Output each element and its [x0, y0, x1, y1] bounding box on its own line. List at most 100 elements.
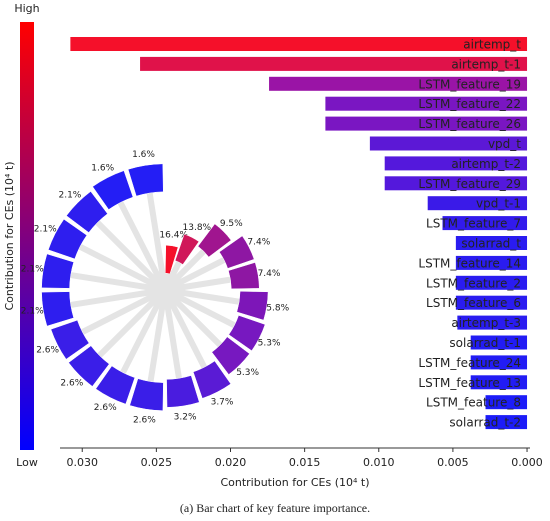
bar-label: LSTM_feature_19 [418, 77, 521, 91]
spoke [78, 243, 167, 293]
bar [325, 116, 528, 131]
x-tick-label: 0.020 [215, 456, 247, 469]
bar [384, 156, 528, 171]
polar-label: 2.6% [133, 416, 156, 426]
polar-label: 13.8% [183, 223, 212, 233]
bar [269, 76, 528, 91]
x-tick-label: 0.025 [141, 456, 173, 469]
spoke [70, 272, 166, 293]
polar-label: 2.6% [94, 403, 117, 413]
polar-bar [47, 218, 88, 260]
bar [70, 37, 528, 51]
bar-label: LSTM_feature_26 [418, 117, 521, 131]
bar-label: airtemp_t [463, 38, 521, 52]
bar-label: airtemp_t-1 [451, 57, 521, 71]
bar [369, 136, 528, 151]
bar [455, 255, 528, 270]
spoke [162, 287, 223, 348]
bar-label: solarrad_t-2 [449, 416, 521, 430]
bar-label: LSTM_feature_13 [418, 376, 521, 390]
caption: (a) Bar chart of key feature importance. [180, 501, 370, 515]
spoke [146, 192, 168, 291]
bar [485, 415, 528, 430]
spoke [120, 288, 168, 374]
spoke [95, 220, 168, 293]
polar-bar [95, 365, 136, 405]
bar [455, 275, 528, 290]
bar-label: airtemp_t-3 [451, 316, 521, 330]
colorbar-high: High [14, 2, 39, 15]
spoke [163, 287, 236, 329]
polar-bar [41, 291, 75, 327]
bar [455, 236, 528, 250]
bar-label: LSTM_feature_2 [426, 276, 521, 290]
polar-bar [165, 244, 179, 275]
bar-label: LSTM_feature_29 [418, 177, 521, 191]
bar [455, 295, 528, 310]
bar [470, 335, 528, 350]
spoke [97, 287, 168, 358]
polar-bar [41, 253, 75, 289]
x-axis-label: Contribution for CEs (10⁴ t) [220, 476, 369, 489]
bar-label: airtemp_t-2 [451, 157, 521, 171]
polar-label: 1.6% [91, 163, 114, 173]
polar-label: 2.1% [21, 264, 44, 274]
polar-label: 5.8% [266, 303, 289, 313]
spoke [163, 257, 226, 293]
polar-bar [197, 223, 232, 258]
polar-bar [92, 170, 134, 210]
bar-label: LSTM_feature_7 [426, 217, 521, 231]
bar [442, 216, 528, 231]
bar-label: LSTM_feature_6 [426, 296, 521, 310]
polar-label: 3.7% [211, 397, 234, 407]
bar-label: solarrad_t [461, 237, 521, 251]
polar-label: 2.1% [21, 307, 44, 317]
bar [485, 395, 528, 410]
bar [470, 355, 528, 370]
spoke [164, 287, 240, 305]
polar-bar [129, 378, 164, 411]
polar-label: 16.4% [159, 230, 188, 240]
polar-label: 5.3% [258, 339, 281, 349]
polar-label: 2.1% [58, 190, 81, 200]
polar-label: 5.3% [236, 368, 259, 378]
bar-label: solarrad_t-1 [449, 336, 521, 350]
polar-bar [218, 235, 255, 269]
bar-label: vpd_t-1 [476, 197, 521, 211]
polar-label: 2.1% [34, 224, 57, 234]
colorbar-label: Contribution for CEs (10⁴ t) [3, 161, 16, 310]
bar-label: LSTM_feature_22 [418, 97, 521, 111]
polar-label: 7.4% [247, 238, 270, 248]
polar-bar [211, 336, 250, 375]
bar [140, 56, 528, 71]
polar-bar [66, 191, 108, 233]
polar-bar [166, 375, 200, 408]
spoke [164, 276, 231, 293]
bar [325, 96, 528, 111]
polar-label: 7.4% [258, 269, 281, 279]
polar-bar [174, 233, 200, 265]
spoke [117, 201, 168, 292]
polar-bar [228, 262, 260, 290]
polar-label: 1.6% [132, 150, 155, 160]
x-tick-label: 0.010 [363, 456, 395, 469]
spoke [70, 287, 166, 308]
polar-bar [228, 315, 266, 352]
colorbar-low: Low [16, 456, 38, 469]
polar-bar [192, 360, 232, 399]
spoke [162, 289, 182, 379]
spoke [81, 287, 167, 335]
polar-bar [50, 319, 90, 360]
spoke [147, 289, 168, 383]
bar-label: LSTM_feature_24 [418, 356, 521, 370]
polar-label: 9.5% [220, 219, 243, 229]
bar [384, 176, 528, 191]
colorbar [20, 22, 34, 450]
x-tick-label: 0.015 [289, 456, 321, 469]
x-tick-label: 0.000 [511, 456, 543, 469]
x-tick-label: 0.005 [437, 456, 469, 469]
bar [470, 375, 528, 390]
bar-label: LSTM_feature_14 [418, 256, 521, 270]
spoke [162, 288, 208, 369]
